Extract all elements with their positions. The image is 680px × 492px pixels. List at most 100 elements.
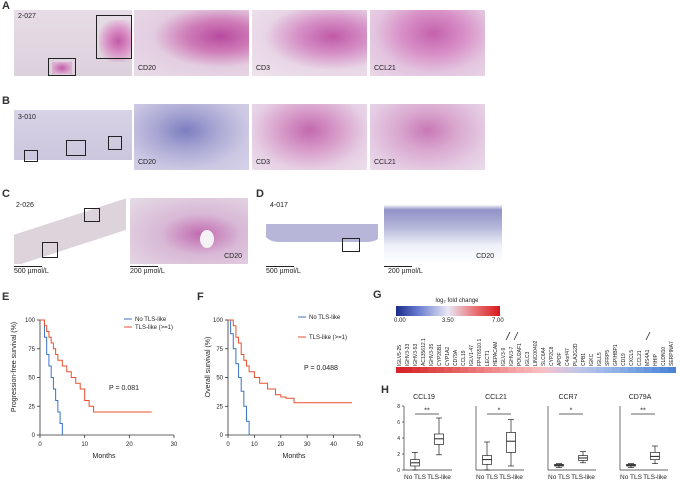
- scale-bar: [266, 266, 294, 267]
- stain-label: CD20: [224, 253, 242, 260]
- km-curve-tls: [40, 319, 152, 413]
- heatmap-cell: [468, 367, 476, 373]
- heatmap-cell: [404, 367, 412, 373]
- heatmap-cell: [460, 367, 468, 373]
- boxplot-ccl21: CCL21 * No TLS TLS-like: [475, 394, 524, 481]
- y-tick-label: 50: [28, 376, 35, 382]
- stain-label: CD20: [476, 253, 494, 260]
- x-tick-label: 40: [330, 442, 337, 448]
- arrow-ccl21: [513, 331, 519, 341]
- gene-label: POU2AF1: [517, 343, 523, 366]
- heatmap-cell: [428, 367, 436, 373]
- y-tick-label: 100: [213, 318, 224, 324]
- panel-e-km-chart: Progression-free survival (%) 0255075100…: [11, 317, 178, 460]
- gene-label: CYP1A2: [445, 347, 451, 366]
- gene-label: IGLC3: [525, 351, 531, 366]
- heatmap-cell: [556, 367, 564, 373]
- colorbar-tick: 0.00: [394, 318, 406, 324]
- km-curve-tls: [228, 319, 353, 404]
- panel-g-label: G: [373, 289, 382, 301]
- stain-label: CCL21: [374, 159, 396, 166]
- km-curve-no-tls: [228, 319, 250, 435]
- gene-label: CXCL5: [629, 350, 635, 366]
- heatmap-cell: [444, 367, 452, 373]
- gene-label: SERPINA7: [669, 341, 675, 366]
- scale-bar: [384, 266, 412, 267]
- heatmap-cell: [668, 367, 676, 373]
- panel-g-heatmap: IGLV5-25 IGHV3-33 IGHV3-53 AC135612.1 IGHV3-…: [396, 331, 676, 373]
- scale-label: 200 µmol/L: [130, 268, 165, 275]
- gene-label: SLC6A4: [541, 347, 547, 366]
- sig-marker: *: [498, 407, 501, 414]
- gene-label: CLDN10: [661, 347, 667, 366]
- x-category-label: TLS-like: [571, 474, 595, 481]
- scale-label: 200 µmol/L: [388, 268, 423, 275]
- panel-d-label: D: [256, 188, 264, 200]
- heatmap-cell: [644, 367, 652, 373]
- x-tick-label: 50: [357, 442, 364, 448]
- heatmap-cell: [484, 367, 492, 373]
- heatmap-cell: [508, 367, 516, 373]
- boxplot-ccl19: CCL19 0 2 4 6 8 ** No TLS TLS-like: [397, 394, 452, 481]
- y-tick-label: 75: [216, 347, 223, 353]
- heatmap-cell: [420, 367, 428, 373]
- y-tick-label: 25: [28, 404, 35, 410]
- gene-label: IGLV1-47: [469, 345, 475, 366]
- heatmap-cell: [652, 367, 660, 373]
- panel-c-overview-image: 2-026: [14, 198, 126, 264]
- inset-box: [24, 150, 38, 162]
- gene-label: SFRP5: [605, 350, 611, 366]
- x-axis-label: Months: [283, 453, 306, 460]
- panel-e-label: E: [2, 291, 10, 303]
- scale-label: 500 µmol/L: [266, 268, 301, 275]
- inset-box: [84, 208, 100, 222]
- heatmap-cell: [620, 367, 628, 373]
- scale-bar: [14, 266, 42, 267]
- arrow-ccl21: [645, 331, 651, 341]
- sample-id: 2-027: [18, 13, 36, 20]
- stain-label: CD3: [256, 65, 271, 72]
- scale-bar: [130, 266, 158, 267]
- y-tick-label: 6: [397, 420, 400, 426]
- gene-label: CYP26B1: [437, 344, 443, 366]
- x-category-label: TLS-like: [427, 474, 451, 481]
- p-value: P = 0.081: [109, 385, 139, 392]
- p-value: P = 0.0488: [304, 365, 338, 372]
- x-tick-label: 10: [251, 442, 258, 448]
- gene-label: PLA2G2D: [573, 343, 579, 366]
- gene-label: IGHV3-53: [413, 344, 419, 366]
- heatmap-cell: [452, 367, 460, 373]
- heatmap-cell: [612, 367, 620, 373]
- boxplot-title: CD79A: [629, 394, 652, 401]
- heatmap-cell: [412, 367, 420, 373]
- colorbar: [396, 306, 500, 316]
- sample-id: 4-017: [270, 202, 288, 209]
- heatmap-cell: [548, 367, 556, 373]
- gene-label: CCL21: [637, 350, 643, 366]
- x-category-label: TLS-like: [643, 474, 667, 481]
- inset-box: [42, 242, 58, 258]
- sample-id: 3-010: [18, 114, 36, 121]
- heatmap-cell: [588, 367, 596, 373]
- gene-label: LECT1: [485, 350, 491, 366]
- gene-label: IGLV5-25: [397, 345, 403, 366]
- gene-label: HEPACAM: [493, 342, 499, 366]
- panel-b-ccl21-image: CCL21: [370, 104, 485, 170]
- y-tick-label: 0: [220, 433, 224, 439]
- panel-d-overview-image: 4-017: [266, 198, 378, 264]
- km-curve-no-tls: [40, 319, 63, 435]
- inset-box: [96, 15, 132, 59]
- panel-a-ccl21-image: CCL21: [370, 10, 485, 76]
- heatmap-cell: [492, 367, 500, 373]
- inset-box: [48, 58, 76, 76]
- heatmap-cell: [516, 367, 524, 373]
- gene-label: C4orf47: [565, 348, 571, 366]
- gene-label: HHIP: [653, 353, 659, 366]
- heatmap-cell: [540, 367, 548, 373]
- gene-label: CPB1: [581, 353, 587, 366]
- panel-a-overview-image: 2-027: [14, 10, 132, 76]
- gene-label: APOF: [557, 352, 563, 366]
- gene-label: IGLL5: [597, 352, 603, 366]
- panel-h-label: H: [381, 384, 389, 396]
